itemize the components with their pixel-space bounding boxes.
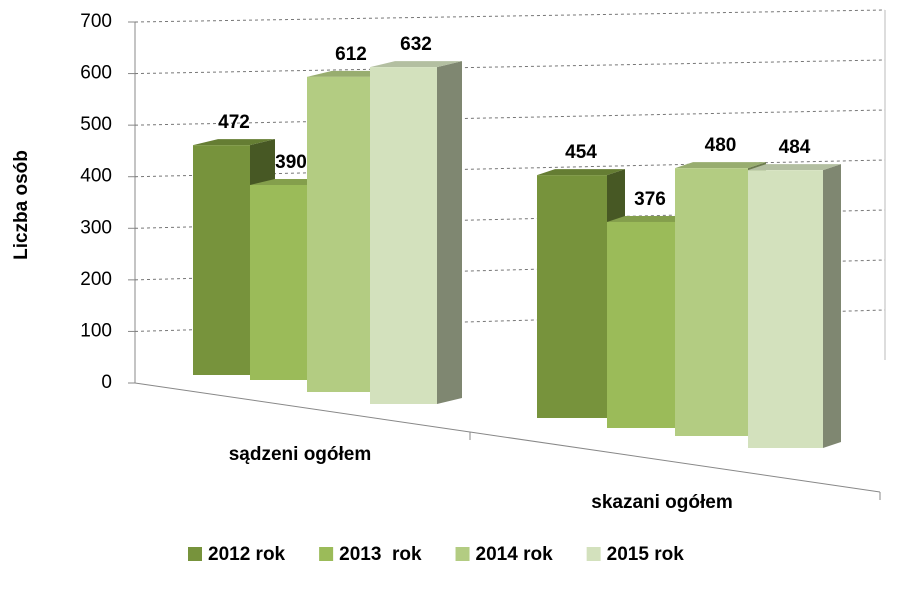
bar-top — [607, 215, 693, 222]
value-label: 480 — [705, 135, 737, 156]
bar — [193, 145, 250, 375]
value-label: 484 — [779, 137, 811, 158]
legend-swatch — [586, 547, 601, 561]
bar-side — [437, 61, 462, 404]
y-tick-label: 400 — [80, 166, 112, 187]
value-label: 376 — [634, 189, 666, 210]
bar — [537, 175, 607, 418]
legend-label: 2014 rok — [476, 544, 554, 565]
legend-swatch — [319, 547, 334, 561]
legend-label: 2013 rok — [339, 544, 422, 565]
grid-line — [134, 59, 886, 75]
bar — [607, 221, 675, 428]
bar-top — [370, 61, 462, 68]
bar-side — [823, 164, 841, 448]
value-label: 472 — [218, 112, 250, 133]
bar-top — [675, 162, 766, 169]
legend-swatch — [188, 547, 202, 561]
y-tick-label: 200 — [80, 269, 112, 290]
value-label: 632 — [400, 34, 432, 55]
bar — [250, 185, 307, 380]
bar — [675, 168, 748, 436]
y-tick-label: 600 — [80, 63, 112, 84]
value-label: 454 — [565, 142, 597, 163]
x-tick-label: skazani ogółem — [591, 492, 733, 513]
x-tick-label: sądzeni ogółem — [229, 444, 372, 465]
y-tick-label: 700 — [80, 11, 112, 32]
y-tick-label: 500 — [80, 114, 112, 135]
bar — [748, 170, 823, 448]
bar-top — [193, 139, 275, 146]
grid-line — [134, 9, 886, 23]
value-label: 390 — [275, 152, 307, 173]
bar — [370, 67, 437, 405]
bar-top — [748, 164, 841, 171]
legend-label: 2015 rok — [607, 544, 685, 565]
y-tick-label: 300 — [80, 217, 112, 238]
y-axis-label: Liczba osób — [11, 150, 32, 260]
bar-top — [537, 169, 625, 176]
y-tick-label: 0 — [101, 372, 112, 393]
bar — [307, 76, 370, 392]
legend-label: 2012 rok — [208, 544, 286, 565]
y-tick-label: 100 — [80, 320, 112, 341]
legend-swatch — [455, 547, 470, 561]
grid-line — [134, 109, 886, 126]
value-label: 612 — [335, 44, 367, 65]
